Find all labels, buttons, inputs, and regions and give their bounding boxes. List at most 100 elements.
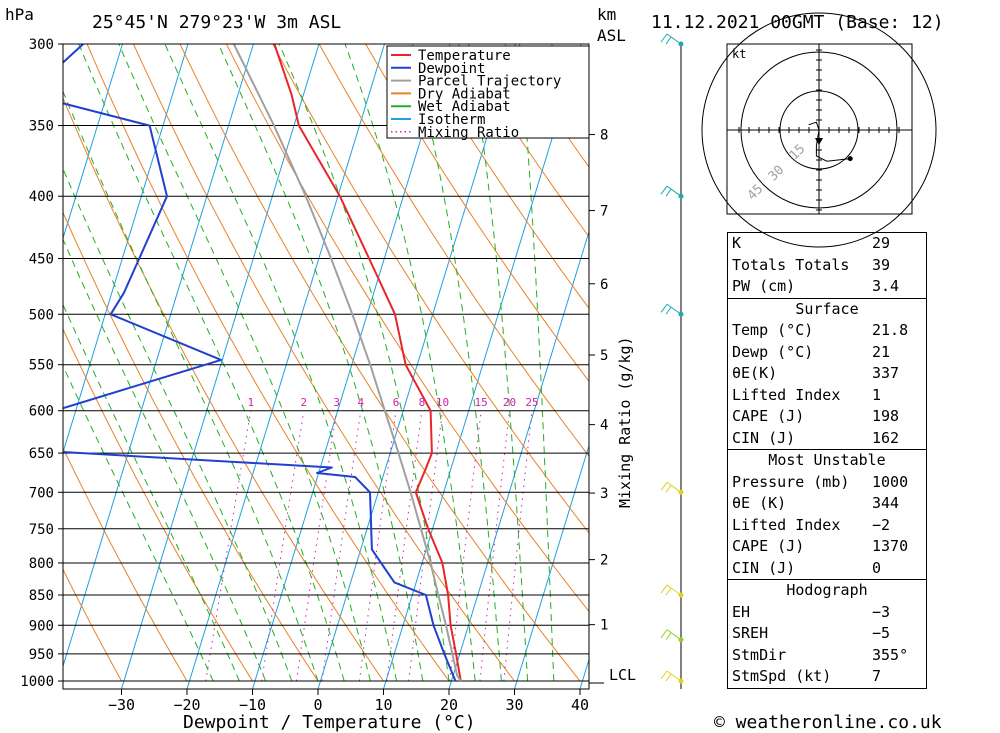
surface-title: Surface [795, 299, 859, 318]
x-tick-label: −10 [239, 696, 266, 714]
isotherm-line [186, 44, 385, 689]
mixing-ratio-label: 15 [475, 396, 488, 409]
x-tick-label: 30 [505, 696, 523, 714]
lcl-label: LCL [609, 666, 636, 684]
wind-barb [660, 33, 682, 45]
mixing-ratio-label: 10 [436, 396, 449, 409]
isotherm-line [63, 44, 123, 240]
x-tick-label: 10 [374, 696, 392, 714]
pressure-tick-label: 700 [29, 485, 54, 501]
pressure-axis-labels: 300 350 400 450 500 550 600 650 700 750 800 850 900 9… [20, 37, 54, 690]
isotherm-line [63, 44, 254, 668]
mixing-ratio-label: 4 [357, 396, 364, 409]
wind-barb-flag [665, 36, 672, 45]
dry-adiabat-line [458, 44, 589, 238]
sounding-curves [63, 44, 462, 682]
wind-barb-flag [665, 587, 672, 596]
dry-adiabat-line [318, 44, 589, 458]
wind-barb-staff [666, 629, 682, 641]
wind-barb-flag [660, 670, 668, 680]
mixing-ratio-line [503, 410, 533, 682]
wind-barb [660, 629, 682, 641]
wind-barb-staff [666, 33, 682, 45]
hodo-row: SREH −5 [732, 624, 891, 642]
height-tick-label: 6 [600, 277, 608, 293]
pressure-tick-label: 300 [29, 37, 54, 53]
mu-row: Lifted Index −2 [732, 515, 891, 534]
wind-barb-flag [660, 33, 668, 43]
hodo-row: EH −3 [732, 602, 891, 621]
hodo-row: StmSpd (kt) 7 [732, 667, 882, 685]
dry-adiabat-line [63, 568, 122, 682]
wind-barb-staff [666, 670, 682, 682]
legend-label: Dewpoint [418, 61, 485, 77]
hodograph-ring [701, 12, 937, 248]
height-ref: ASL [597, 26, 626, 45]
pressure-tick-label: 650 [29, 446, 54, 462]
isotherm-line [514, 443, 589, 689]
wind-barb [660, 185, 682, 197]
hodograph-trace [808, 121, 851, 162]
legend-label: Parcel Trajectory [418, 74, 561, 90]
wind-barb-flag [665, 484, 672, 493]
pressure-tick-label: 500 [29, 307, 54, 323]
most-unstable-box: Most Unstable Pressure (mb) 1000 θE (K) 34… [727, 449, 927, 580]
wind-barb-flag [660, 303, 668, 313]
wet-adiabat-line [63, 90, 319, 682]
wet-adiabat-line [63, 167, 293, 682]
index-row-tt: Totals Totals 39 [732, 255, 891, 274]
legend-label: Dry Adiabat [418, 86, 511, 102]
wind-profile [660, 33, 684, 689]
legend-label: Mixing Ratio [418, 125, 519, 141]
height-tick-label: 7 [600, 204, 608, 220]
hodograph-unit-label: kt [732, 47, 746, 61]
mu-row: θE (K) 344 [732, 494, 900, 512]
dewpoint-curve [63, 44, 457, 682]
isotherm-line [252, 44, 451, 689]
x-axis-title: Dewpoint / Temperature (°C) [183, 712, 476, 733]
wind-barb-staff [666, 185, 682, 197]
surface-row: Dewp (°C) 21 [732, 342, 891, 361]
pressure-tick-label: 850 [29, 588, 54, 604]
isotherm-line [383, 44, 582, 689]
height-tick-label: 5 [600, 348, 608, 364]
location-title: 25°45'N 279°23'W 3m ASL [92, 12, 341, 33]
pressure-tick-label: 600 [29, 404, 54, 420]
surface-row: CAPE (J) 198 [732, 407, 900, 425]
dry-adiabat-line [923, 44, 1000, 681]
height-unit: km [597, 5, 616, 24]
pressure-tick-label: 800 [29, 556, 54, 572]
x-tick-label: 20 [440, 696, 458, 714]
hodograph-params-box: Hodograph EH −3 SREH −5 StmDir 355° StmSpd … [727, 579, 927, 689]
legend-label: Temperature [418, 48, 511, 64]
mixing-ratio-line [296, 410, 338, 682]
isotherm-line [121, 44, 320, 689]
wet-adiabat-line [118, 44, 371, 682]
pressure-tick-label: 900 [29, 618, 54, 634]
wind-barb-flag [665, 188, 672, 197]
legend-label: Isotherm [418, 112, 485, 128]
storm-motion-marker [815, 138, 823, 145]
mu-row: CIN (J) 0 [732, 558, 882, 577]
mu-row: CAPE (J) 1370 [732, 537, 909, 555]
pressure-tick-label: 750 [29, 522, 54, 538]
wind-barb-flag [660, 584, 668, 594]
mixing-ratio-label: 8 [419, 396, 426, 409]
surface-row: Temp (°C) 21.8 [732, 321, 909, 339]
pressure-tick-label: 550 [29, 358, 54, 374]
x-tick-label: 40 [571, 696, 589, 714]
pressure-unit: hPa [5, 5, 34, 24]
surface-row: θE(K) 337 [732, 364, 900, 382]
isotherm-line [317, 44, 516, 689]
mixing-ratio-line [479, 410, 510, 682]
wind-barb-flag [665, 306, 672, 315]
mu-row: Pressure (mb) 1000 [732, 472, 909, 491]
legend-label: Wet Adiabat [418, 99, 511, 115]
dry-adiabat-line [365, 44, 589, 383]
height-tick-label: 2 [600, 553, 608, 569]
mixing-ratio-label: 20 [503, 396, 516, 409]
